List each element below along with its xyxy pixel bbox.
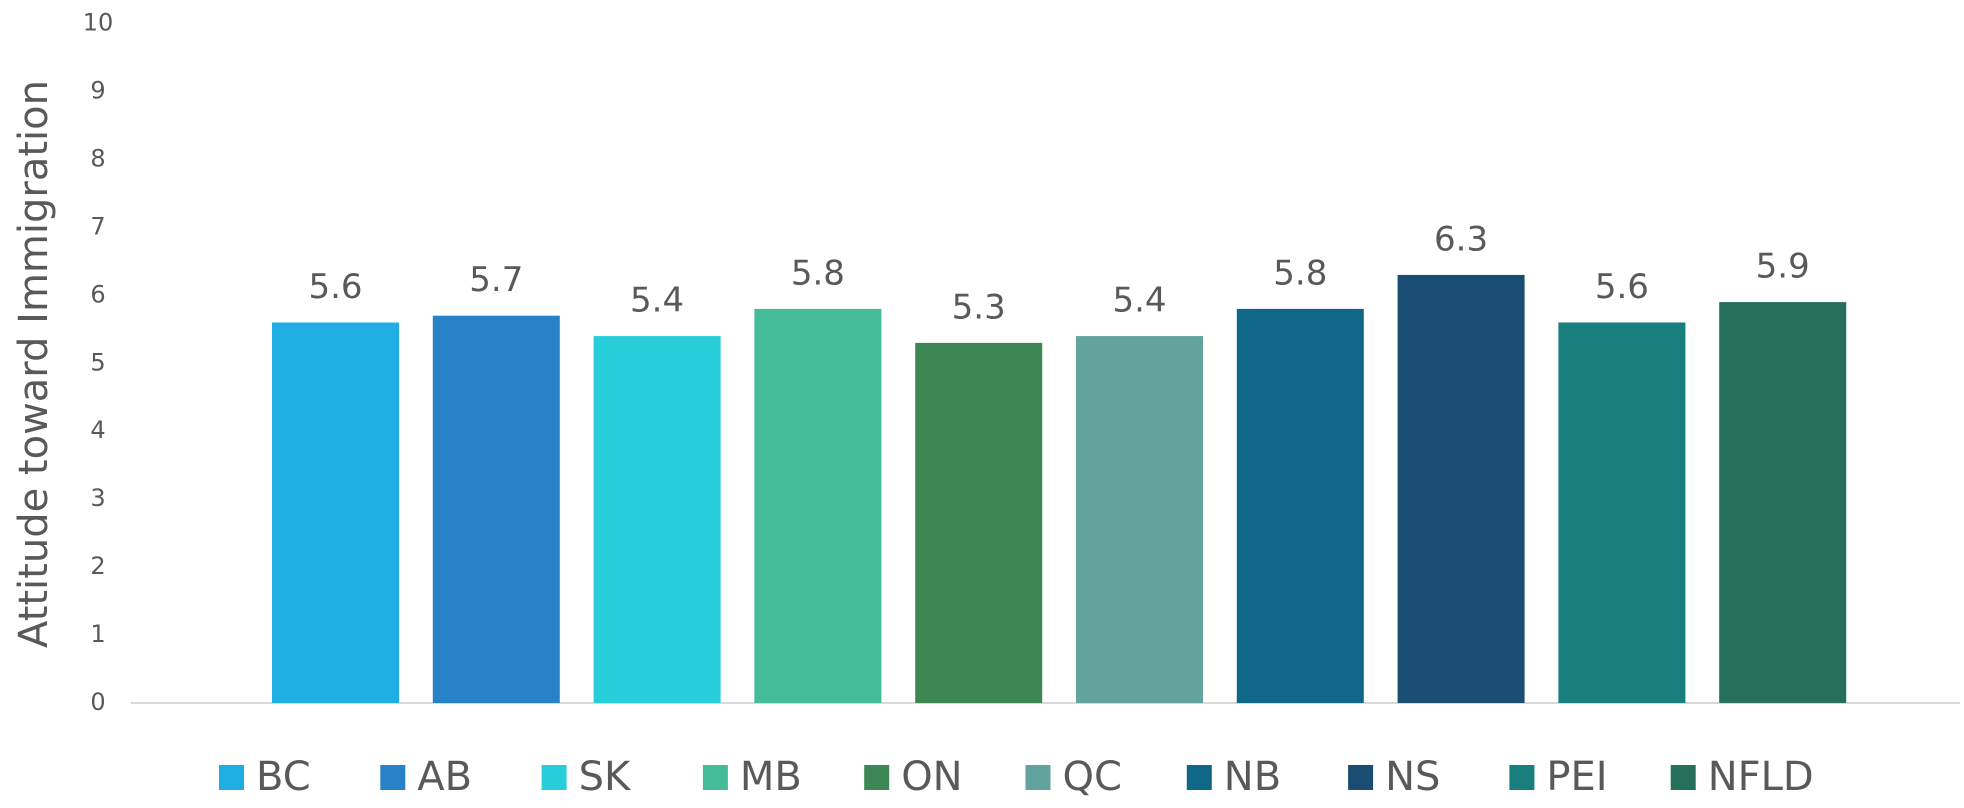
data-label: 5.6: [308, 267, 362, 307]
y-tick-label: 4: [90, 416, 105, 444]
y-tick-label: 2: [90, 552, 105, 580]
legend-label: ON: [901, 754, 962, 800]
data-label: 5.8: [1273, 253, 1327, 293]
y-axis-title: Attitude toward Immigration: [11, 80, 57, 648]
bar: [272, 322, 399, 703]
legend-swatch: [1348, 765, 1374, 790]
legend-swatch: [541, 765, 567, 790]
legend-label: NB: [1224, 754, 1281, 800]
legend-swatch: [1509, 765, 1535, 790]
legend-swatch: [1670, 765, 1696, 790]
y-tick-label: 10: [83, 9, 114, 37]
y-tick-label: 0: [90, 688, 105, 716]
data-label: 5.6: [1595, 267, 1649, 307]
data-label: 5.4: [1112, 281, 1166, 321]
legend-label: SK: [579, 754, 632, 800]
data-label: 5.8: [791, 253, 845, 293]
bar: [1236, 308, 1364, 703]
data-label: 5.3: [952, 287, 1006, 327]
y-tick-label: 6: [90, 280, 105, 308]
y-tick-label: 8: [90, 144, 105, 172]
legend-label: NFLD: [1708, 754, 1814, 800]
legend-swatch: [219, 765, 244, 790]
data-label: 5.9: [1756, 247, 1810, 287]
bar: [754, 308, 882, 703]
legend-label: QC: [1063, 754, 1122, 800]
legend-swatch: [1186, 765, 1212, 790]
y-tick-label: 9: [90, 76, 105, 104]
legend-swatch: [1025, 765, 1051, 790]
y-tick-label: 3: [90, 484, 105, 512]
legend-label: MB: [740, 754, 802, 800]
y-tick-label: 5: [90, 348, 105, 376]
legend-swatch: [380, 765, 406, 790]
legend-label: NS: [1385, 754, 1440, 800]
bar: [1719, 302, 1847, 703]
bar: [432, 315, 560, 703]
legend-swatch: [864, 765, 890, 790]
bar: [915, 342, 1043, 703]
y-tick-label: 1: [90, 620, 105, 648]
data-label: 5.7: [469, 260, 523, 300]
data-label: 6.3: [1434, 219, 1488, 259]
bar: [1558, 322, 1686, 703]
bar: [1076, 336, 1203, 703]
bar: [1397, 274, 1525, 703]
legend-label: BC: [256, 754, 311, 800]
bar: [593, 336, 721, 703]
legend-label: AB: [417, 754, 472, 800]
y-tick-label: 7: [90, 212, 105, 240]
legend-label: PEI: [1546, 754, 1607, 800]
data-label: 5.4: [630, 281, 684, 321]
legend-swatch: [702, 765, 728, 790]
